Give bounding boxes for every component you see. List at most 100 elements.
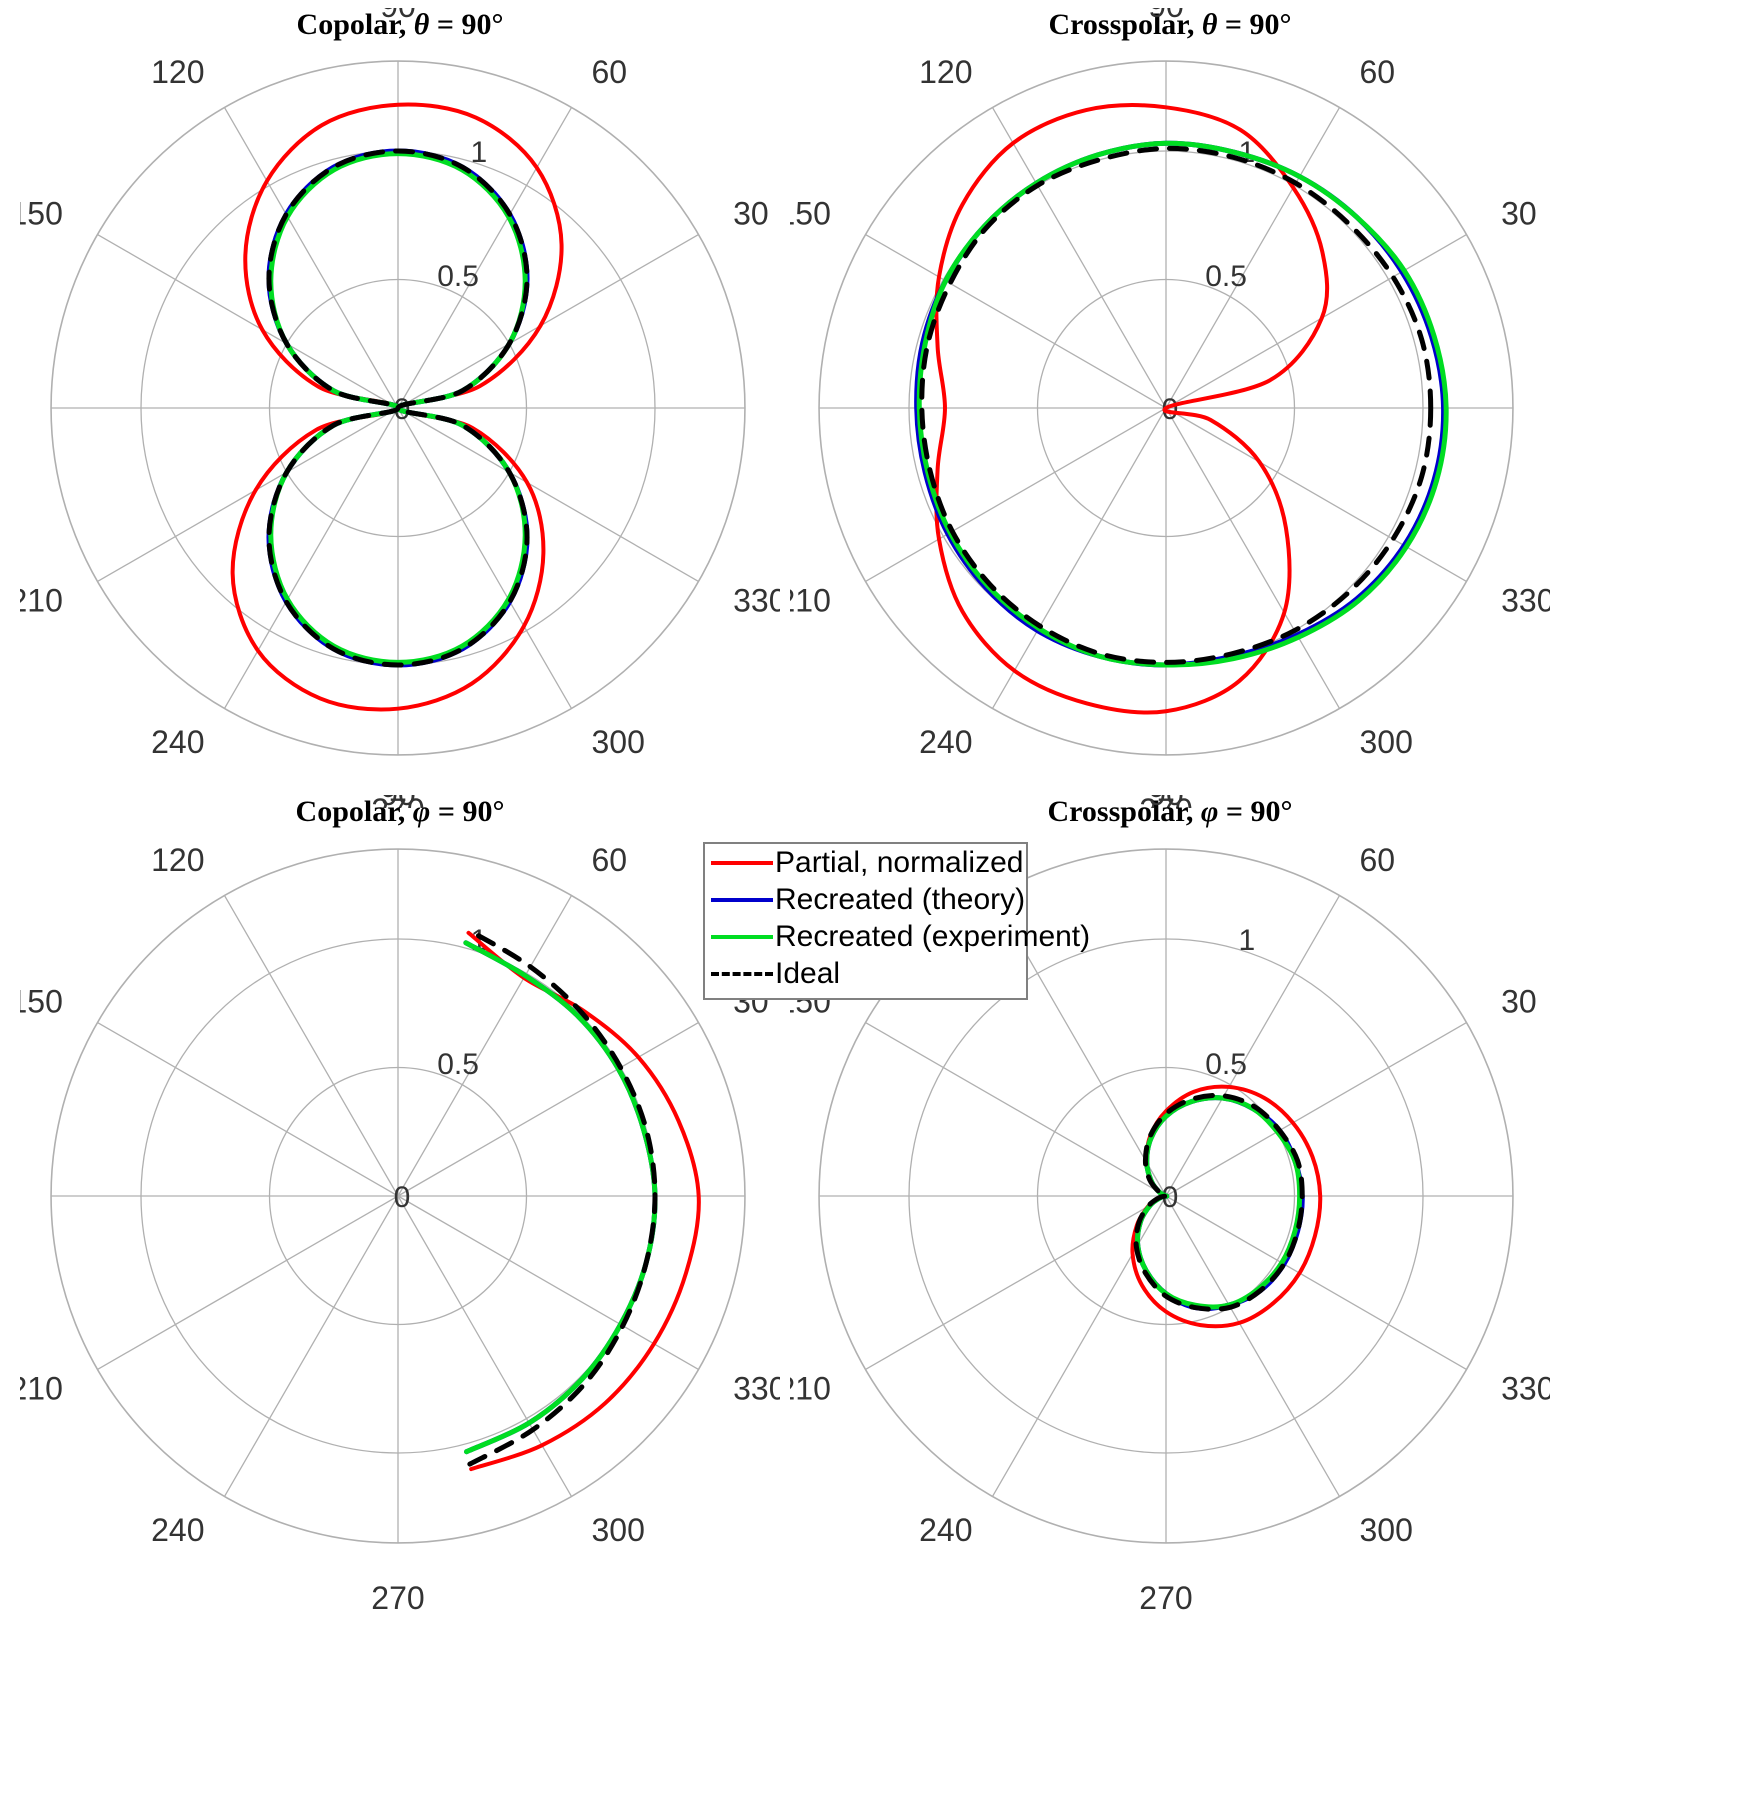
grid-spoke-150 bbox=[97, 1021, 399, 1197]
angle-tick-label-30: 30 bbox=[1501, 196, 1537, 232]
data-series-group bbox=[230, 102, 564, 712]
series-path-ideal bbox=[1133, 1092, 1305, 1312]
grid-spoke-330 bbox=[1165, 1195, 1467, 1371]
polar-panel-copolar-phi-90: Copolar, φ = 90°030609012015018021024027… bbox=[20, 795, 780, 1795]
legend-item-recreated-theory[interactable]: Recreated (theory) bbox=[705, 881, 1026, 918]
grid-spoke-30 bbox=[397, 233, 699, 409]
legend-item-recreated-experiment[interactable]: Recreated (experiment) bbox=[705, 918, 1090, 955]
angle-tick-label-270: 270 bbox=[371, 792, 424, 808]
series-path-partial-normalized bbox=[466, 930, 701, 1472]
panel-title-prefix: Copolar, bbox=[295, 795, 413, 828]
grid-spoke-210 bbox=[97, 407, 399, 583]
angle-tick-label-150: 150 bbox=[20, 196, 63, 232]
grid-spoke-60 bbox=[397, 107, 573, 409]
panel-title-copolar-phi-90: Copolar, φ = 90° bbox=[20, 795, 780, 829]
series-path-partial-normalized bbox=[934, 103, 1330, 715]
polar-plot-copolar-theta-90: 030609012015018021024027030033000.51 bbox=[20, 8, 780, 808]
angle-tick-label-240: 240 bbox=[151, 1512, 204, 1548]
legend-swatch-icon bbox=[711, 890, 773, 910]
grid-spoke-330 bbox=[397, 1195, 699, 1371]
panel-title-copolar-theta-90: Copolar, θ = 90° bbox=[20, 8, 780, 42]
polar-plot-copolar-phi-90: 030609012015018021024027030033000.51 bbox=[20, 795, 780, 1616]
grid-spoke-210 bbox=[865, 407, 1167, 583]
angle-tick-label-240: 240 bbox=[919, 724, 972, 760]
grid-spoke-60 bbox=[1165, 107, 1341, 409]
angle-tick-label-300: 300 bbox=[591, 724, 644, 760]
angle-tick-label-120: 120 bbox=[151, 842, 204, 878]
series-path-ideal bbox=[466, 927, 658, 1467]
angle-tick-label-300: 300 bbox=[591, 1512, 644, 1548]
grid-spoke-120 bbox=[223, 107, 399, 409]
radial-tick-label-1: 1 bbox=[471, 136, 488, 169]
polar-panel-crosspolar-phi-90: Crosspolar, φ = 90°030609012015018021024… bbox=[790, 795, 1550, 1795]
data-series-group bbox=[914, 103, 1449, 715]
grid-spoke-60 bbox=[1165, 895, 1341, 1197]
angle-tick-label-150: 150 bbox=[20, 984, 63, 1020]
grid-spoke-30 bbox=[397, 1021, 699, 1197]
angle-tick-label-240: 240 bbox=[151, 724, 204, 760]
angle-tick-label-60: 60 bbox=[591, 54, 627, 90]
panel-title-prefix: Crosspolar, bbox=[1048, 8, 1202, 41]
angle-tick-label-90: 90 bbox=[380, 8, 416, 24]
polar-grid bbox=[818, 848, 1514, 1544]
series-path-ideal bbox=[919, 145, 1434, 665]
radial-tick-label-1: 1 bbox=[1239, 924, 1256, 957]
grid-spoke-330 bbox=[397, 407, 699, 583]
angle-tick-labels: 0306090120150180210240270300330 bbox=[20, 8, 780, 808]
grid-spoke-30 bbox=[1165, 1021, 1467, 1197]
angle-tick-label-270: 270 bbox=[371, 1580, 424, 1616]
radial-tick-labels: 00.51 bbox=[1162, 136, 1256, 426]
grid-spoke-120 bbox=[223, 895, 399, 1197]
panel-title-symbol: θ bbox=[1201, 8, 1218, 41]
radial-tick-label-0.5: 0.5 bbox=[437, 1048, 479, 1081]
angle-tick-label-60: 60 bbox=[591, 842, 627, 878]
angle-tick-label-120: 120 bbox=[151, 54, 204, 90]
legend-item-partial-normalized[interactable]: Partial, normalized bbox=[705, 844, 1026, 881]
legend-swatch-icon bbox=[711, 927, 773, 947]
polar-grid bbox=[818, 60, 1514, 756]
polar-grid bbox=[50, 848, 746, 1544]
legend-swatch-icon bbox=[711, 853, 773, 873]
grid-spoke-300 bbox=[1165, 407, 1341, 709]
series-path-recreated-experiment bbox=[916, 140, 1449, 668]
polar-plot-crosspolar-phi-90: 030609012015018021024027030033000.51 bbox=[790, 795, 1550, 1616]
angle-tick-labels: 0306090120150180210240270300330 bbox=[790, 795, 1550, 1616]
angle-tick-label-330: 330 bbox=[733, 1370, 780, 1406]
angle-tick-label-270: 270 bbox=[1139, 1580, 1192, 1616]
panel-title-suffix: = 90° bbox=[1217, 8, 1292, 41]
series-path-recreated-experiment bbox=[463, 940, 658, 1455]
angle-tick-label-120: 120 bbox=[919, 54, 972, 90]
angle-tick-label-330: 330 bbox=[733, 582, 780, 618]
angle-tick-label-30: 30 bbox=[733, 196, 769, 232]
panel-title-suffix: = 90° bbox=[1218, 795, 1293, 828]
polar-panel-copolar-theta-90: Copolar, θ = 90°030609012015018021024027… bbox=[20, 8, 780, 808]
angle-tick-label-330: 330 bbox=[1501, 582, 1550, 618]
panel-title-suffix: = 90° bbox=[429, 8, 504, 41]
legend-swatch-icon bbox=[711, 964, 773, 984]
panel-title-symbol: φ bbox=[412, 795, 431, 828]
radial-tick-label-0: 0 bbox=[1162, 1181, 1179, 1214]
angle-tick-label-90: 90 bbox=[380, 795, 416, 812]
angle-tick-label-300: 300 bbox=[1359, 724, 1412, 760]
angle-tick-label-150: 150 bbox=[790, 196, 831, 232]
radial-tick-labels: 00.51 bbox=[394, 136, 488, 426]
legend-item-label: Recreated (theory) bbox=[775, 882, 1026, 916]
grid-spoke-60 bbox=[397, 895, 573, 1197]
radial-tick-label-0.5: 0.5 bbox=[1205, 1048, 1247, 1081]
angle-tick-label-210: 210 bbox=[790, 1370, 831, 1406]
angle-tick-label-90: 90 bbox=[1148, 8, 1184, 24]
angle-tick-label-60: 60 bbox=[1359, 842, 1395, 878]
legend-item-ideal[interactable]: Ideal bbox=[705, 955, 1026, 992]
series-path-recreated-theory bbox=[463, 940, 658, 1455]
grid-spoke-300 bbox=[397, 407, 573, 709]
angle-tick-label-240: 240 bbox=[919, 1512, 972, 1548]
polar-panel-crosspolar-theta-90: Crosspolar, θ = 90°030609012015018021024… bbox=[790, 8, 1550, 808]
data-series-group bbox=[463, 927, 701, 1472]
radial-tick-label-0: 0 bbox=[394, 1181, 411, 1214]
radial-tick-label-0: 0 bbox=[1162, 393, 1179, 426]
grid-spoke-210 bbox=[865, 1195, 1167, 1371]
angle-tick-label-90: 90 bbox=[1148, 795, 1184, 812]
legend-item-label: Partial, normalized bbox=[775, 845, 1024, 879]
panel-title-suffix: = 90° bbox=[430, 795, 505, 828]
